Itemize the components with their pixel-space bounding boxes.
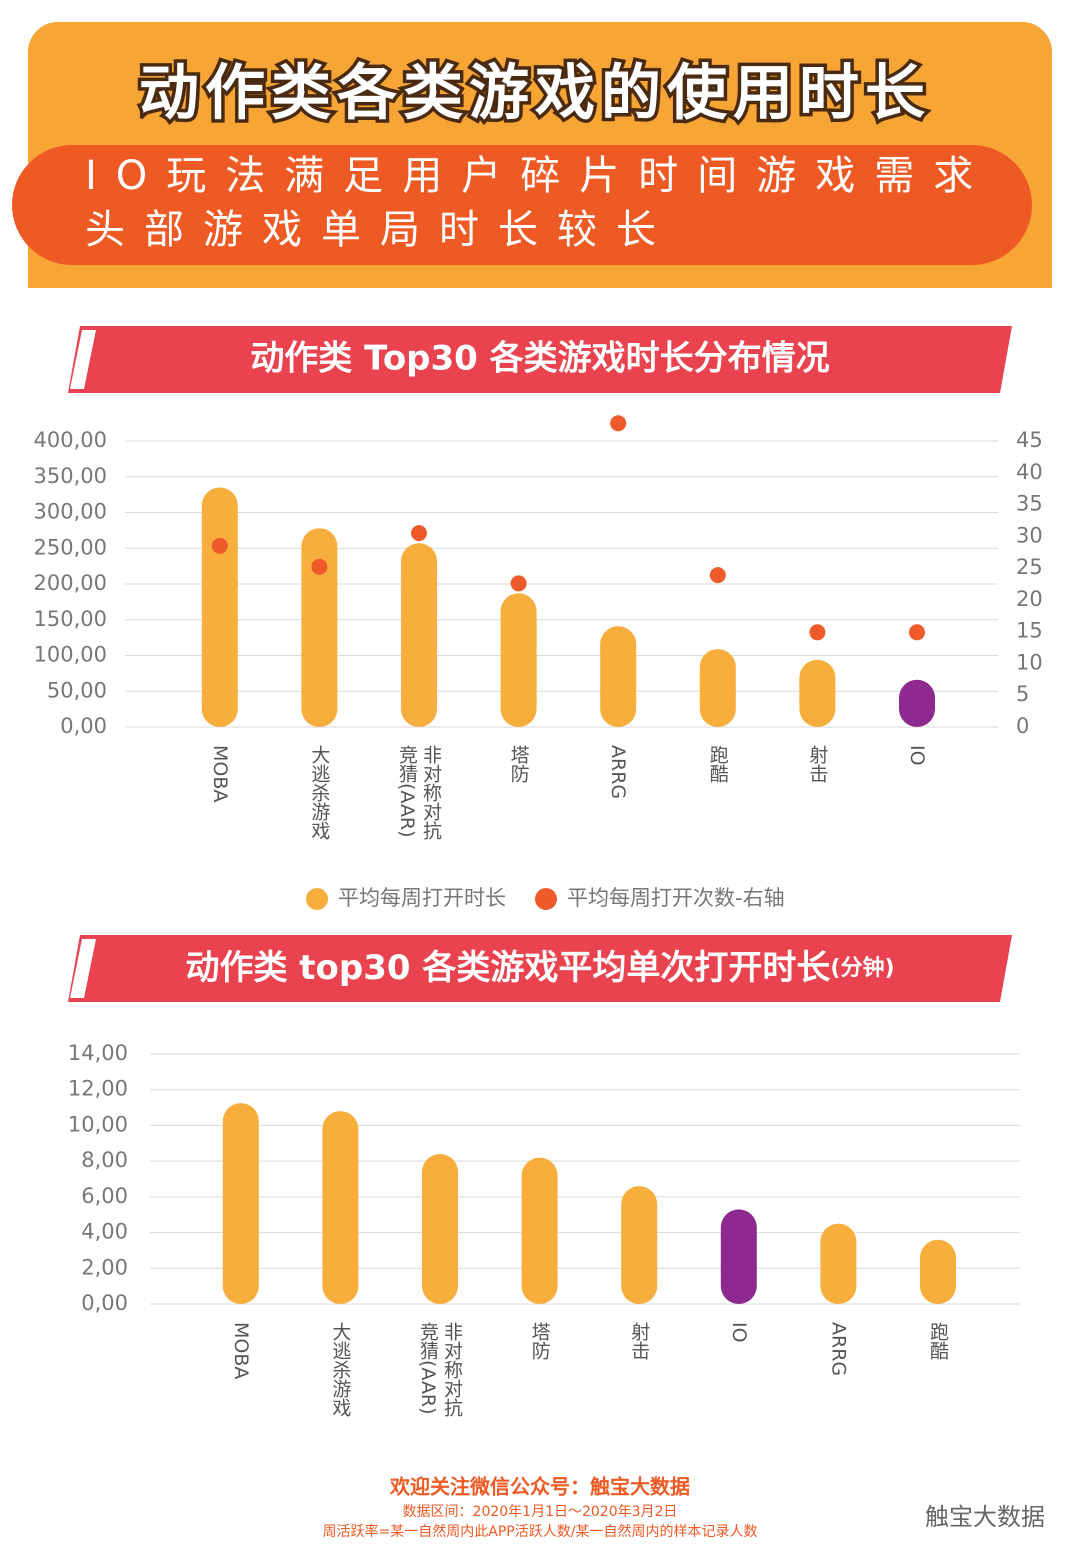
y-tick-label: 150,00 [34,607,107,631]
bar [222,1103,259,1304]
x-tick-label: ARRG [607,745,630,800]
x-tick-label: 跑酷 [706,745,729,783]
y2-tick-label: 15 [1016,619,1043,643]
chart-title-main: 动作类 top30 各类游戏平均单次打开时长 [185,948,830,988]
x-tick-label: 非对称对抗竞猜(AAR) [417,1322,463,1417]
banner-stripe [70,939,96,998]
y2-tick-label: 40 [1016,460,1043,484]
dot [411,525,427,542]
bar [699,649,736,727]
y-tick-label: 6,00 [81,1184,128,1208]
dot [510,575,527,592]
x-tick-label: 大逃杀游戏 [308,745,331,840]
bar [820,1223,857,1304]
bar [899,679,935,727]
y-tick-label: 200,00 [34,571,107,595]
y-tick-label: 12,00 [68,1077,128,1101]
bar [521,1157,558,1304]
y-tick-label: 0,00 [60,714,107,738]
dot [909,624,925,641]
bar [401,543,437,727]
footer-follow: 欢迎关注微信公众号：触宝大数据 [389,1475,690,1499]
y-tick-label: 14,00 [68,1041,128,1065]
y-tick-label: 100,00 [34,643,107,667]
y2-tick-label: 35 [1016,492,1043,516]
x-tick-label: 塔防 [507,745,530,783]
legend-marker [535,888,557,910]
legend-marker [306,888,328,910]
y2-tick-label: 45 [1016,428,1043,452]
bar [720,1209,757,1304]
legend-label: 平均每周打开时长 [338,886,506,910]
footer-note: 数据区间：2020年1月1日～2020年3月2日 [403,1504,678,1520]
dot [709,567,726,584]
dot [610,415,627,432]
dot [809,624,826,641]
dot [211,537,228,554]
y-tick-label: 10,00 [68,1112,128,1136]
banner-stripe [70,330,96,389]
legend-label: 平均每周打开次数-右轴 [567,886,785,910]
subtitle-bg [12,145,1032,265]
x-tick-label: 非对称对抗竞猜(AAR) [396,745,442,840]
bar [799,659,836,727]
y2-tick-label: 0 [1016,714,1029,738]
x-tick-label: 塔防 [528,1322,551,1360]
subtitle: IO玩法满足用户碎片时间游戏需求 [85,153,992,199]
bar [500,593,537,727]
y-tick-label: 2,00 [81,1255,128,1279]
y-tick-label: 300,00 [34,500,107,524]
x-tick-label: IO [727,1322,750,1343]
y-tick-label: 400,00 [34,428,107,452]
y-tick-label: 0,00 [81,1291,128,1315]
x-tick-label: MOBA [229,1322,252,1380]
x-tick-label: MOBA [208,745,231,803]
y2-tick-label: 30 [1016,523,1043,547]
y-tick-label: 8,00 [81,1148,128,1172]
bar [422,1154,458,1304]
bar [920,1239,956,1304]
bar [621,1186,658,1304]
y2-tick-label: 10 [1016,650,1043,674]
x-tick-label: IO [906,745,928,766]
chart-title-unit: (分钟) [830,955,894,981]
y2-tick-label: 20 [1016,587,1043,611]
y-tick-label: 50,00 [47,678,107,702]
dot [311,558,328,575]
page-title: 动作类各类游戏的使用时长 [139,59,931,129]
x-tick-label: 跑酷 [927,1322,949,1360]
banner [68,326,1012,393]
bar [600,626,637,727]
y2-tick-label: 25 [1016,555,1043,579]
banner [68,935,1012,1002]
footer-note: 周活跃率=某一自然周内此APP活跃人数/某一自然周内的样本记录人数 [323,1523,758,1540]
x-tick-label: ARRG [827,1322,850,1377]
y-tick-label: 350,00 [34,464,107,488]
chart-title: 动作类 Top30 各类游戏时长分布情况 [250,339,829,379]
bar [301,528,338,727]
logo: 触宝大数据 [925,1503,1045,1531]
x-tick-label: 大逃杀游戏 [329,1322,352,1417]
y-tick-label: 4,00 [81,1220,128,1244]
y-tick-label: 250,00 [34,535,107,559]
subtitle: 头部游戏单局时长较长 [85,207,675,253]
x-tick-label: 射击 [806,745,829,783]
chart-title: 动作类 top30 各类游戏平均单次打开时长(分钟) [185,948,894,988]
x-tick-label: 射击 [628,1322,651,1360]
bar [201,487,238,727]
bar [322,1111,359,1304]
y2-tick-label: 5 [1016,682,1029,706]
